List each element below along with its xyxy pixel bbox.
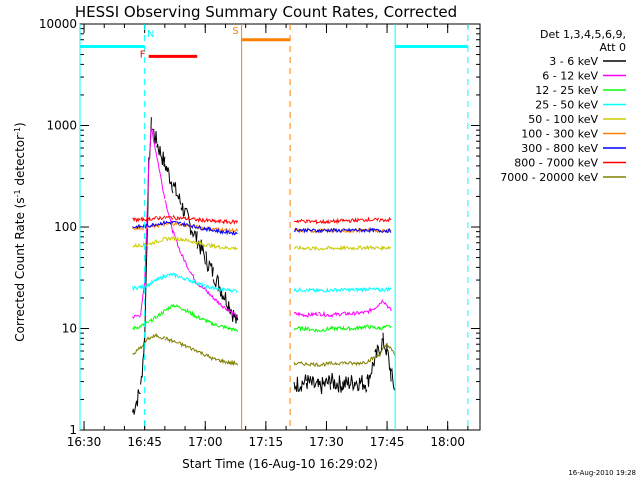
series-line-4: [132, 272, 392, 294]
y-tick-label: 1: [69, 423, 77, 437]
series-line-5: [132, 235, 392, 252]
legend-entry-label: 100 - 300 keV: [521, 128, 598, 141]
y-axis-label: Corrected Count Rate (s-1 detector-1): [13, 122, 28, 341]
legend-header-line: Att 0: [600, 41, 626, 54]
x-tick-label: 17:00: [188, 435, 223, 449]
series-line-7: [132, 219, 392, 236]
y-tick-label: 10000: [39, 17, 77, 31]
legend-header-line: Det 1,3,4,5,6,9,: [540, 28, 626, 41]
marker-label-s: S: [232, 26, 238, 37]
legend-entry-label: 12 - 25 keV: [535, 84, 598, 97]
y-tick-label: 10: [62, 322, 77, 336]
y-label-part: detector: [13, 135, 27, 190]
timestamp-label: 16-Aug-2010 19:28: [568, 469, 636, 477]
x-tick-label: 17:45: [370, 435, 405, 449]
chart-title: HESSI Observing Summary Count Rates, Cor…: [75, 3, 457, 21]
marker-label-f: F: [140, 50, 146, 61]
x-tick-label: 17:30: [309, 435, 344, 449]
legend-entry-label: 7000 - 20000 keV: [500, 171, 598, 184]
y-label-part: ): [13, 122, 27, 127]
y-label-part: Corrected Count Rate (s: [13, 197, 27, 341]
legend-entry-label: 50 - 100 keV: [528, 113, 598, 126]
legend: Det 1,3,4,5,6,9,Att 03 - 6 keV 6 - 12 keV…: [500, 28, 626, 184]
y-tick-label: 100: [54, 220, 77, 234]
y-tick-label: 1000: [46, 119, 77, 133]
marker-label-n: N: [147, 29, 154, 40]
legend-entry-label: 300 - 800 keV: [521, 142, 598, 155]
legend-entry-label: 25 - 50 keV: [535, 99, 598, 112]
x-axis-label: Start Time (16-Aug-10 16:29:02): [182, 457, 378, 471]
x-tick-label: 17:15: [249, 435, 284, 449]
series-group: [132, 117, 396, 415]
legend-entry-label: 3 - 6 keV: [549, 55, 598, 68]
plot-area: 1 10 100 1000 10000 16:30 16:45 17:00 17:15 17:30…: [39, 17, 481, 449]
series-line-1: [132, 117, 396, 415]
series-line-8: [132, 214, 392, 225]
y-label-superscript: -1: [13, 189, 22, 197]
series-line-3: [132, 303, 392, 333]
x-tick-label: 18:00: [430, 435, 465, 449]
legend-entry-label: 6 - 12 keV: [542, 70, 598, 83]
y-label-superscript: -1: [13, 127, 22, 135]
legend-entry-label: 800 - 7000 keV: [514, 157, 598, 170]
x-tick-label: 16:45: [127, 435, 162, 449]
x-tick-label: 16:30: [67, 435, 102, 449]
series-line-9: [132, 333, 396, 367]
